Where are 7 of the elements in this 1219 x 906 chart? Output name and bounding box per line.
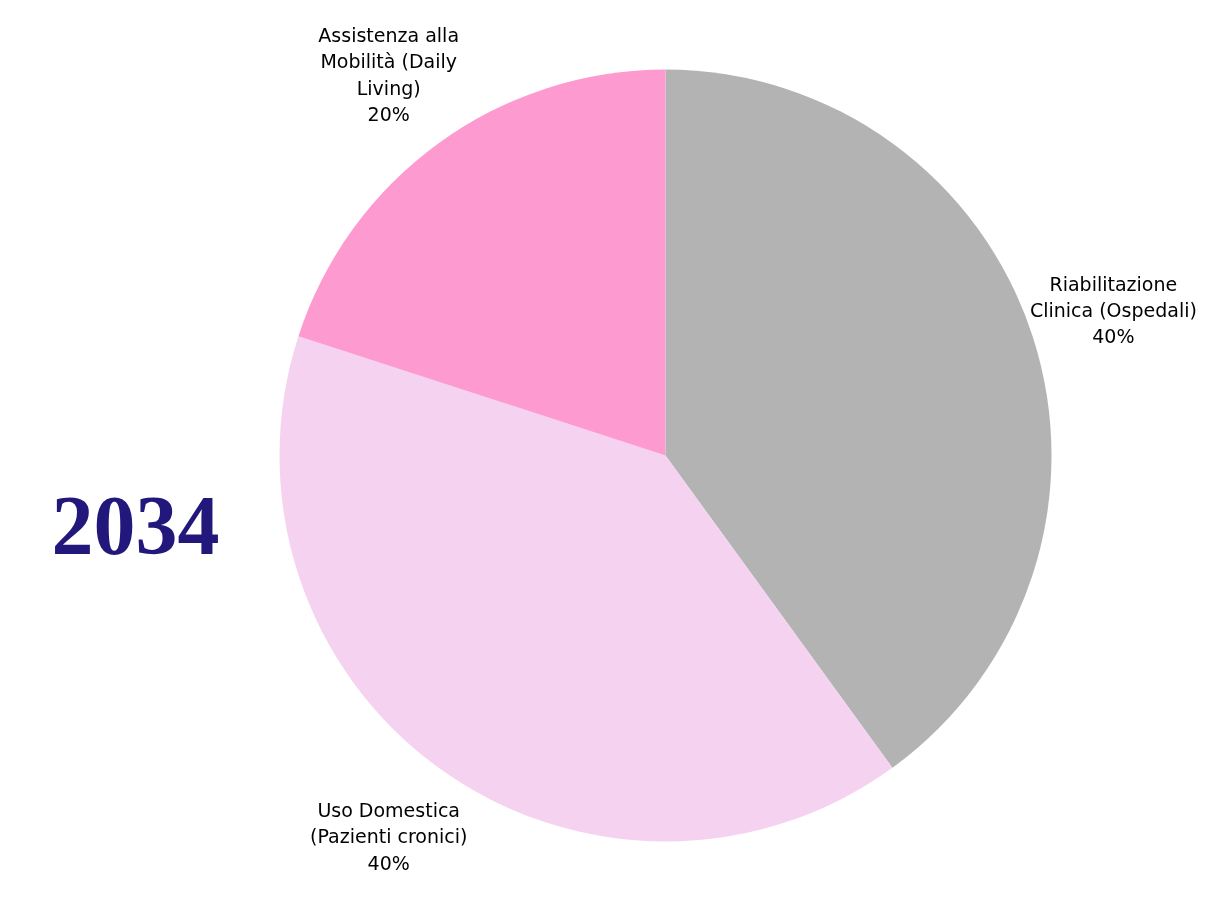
text: 2034 [51,478,220,572]
data-label: 40% [1092,325,1135,348]
slice-label: Uso Domestica (Pazienti cronici) [310,799,468,848]
slice-label: Assistenza alla Mobilità (Daily Living) [318,23,460,99]
slice-label: Riabilitazione Clinica (Ospedali) [1029,272,1197,321]
data-label: 40% [367,851,410,874]
data-label: 20% [367,103,410,126]
